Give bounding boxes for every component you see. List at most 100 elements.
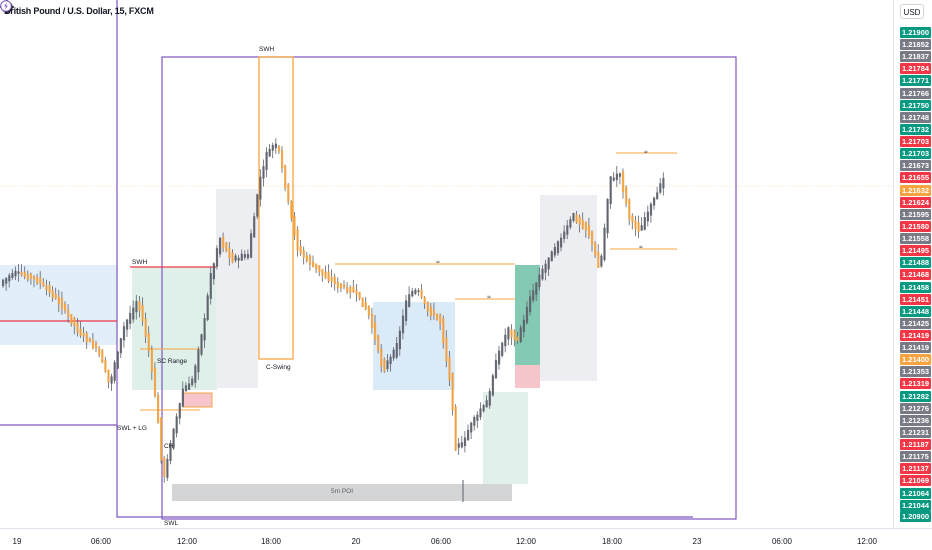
price-label: 1.21673 — [900, 160, 931, 172]
candle-body — [491, 375, 494, 396]
candle-body — [33, 275, 36, 280]
candle-body — [253, 216, 256, 238]
time-label: 18:00 — [260, 537, 282, 546]
candle-body — [612, 177, 615, 181]
price-label: 1.21175 — [900, 451, 931, 463]
swh-left-label: SWH — [132, 259, 148, 266]
candle-body — [358, 292, 361, 299]
candle-body — [73, 317, 76, 327]
price-label: 1.21468 — [900, 269, 931, 281]
candle-body — [659, 183, 662, 193]
symbol-title[interactable]: British Pound / U.S. Dollar, 15, FXCM — [4, 6, 154, 16]
candle-body — [439, 315, 442, 324]
candle-body — [488, 390, 491, 406]
candle-body — [544, 263, 547, 273]
liquidity-mark-4: ≈ — [639, 244, 643, 251]
candle-body — [23, 271, 26, 277]
candle-body — [529, 296, 532, 313]
candle-body — [315, 263, 318, 270]
price-label: 1.21703 — [900, 148, 931, 160]
price-label: 1.21353 — [900, 366, 931, 378]
candle-body — [429, 306, 432, 317]
candle-body — [336, 281, 339, 289]
candle-body — [104, 360, 107, 372]
bear-ob-zone — [515, 365, 540, 388]
time-label: 18:00 — [601, 537, 623, 546]
candle-body — [281, 150, 284, 169]
sc-range-label: SC Range — [157, 358, 187, 365]
time-label: 20 — [351, 537, 361, 546]
candle-body — [507, 327, 510, 340]
candle-body — [516, 336, 519, 342]
candle-body — [383, 359, 386, 372]
candle-body — [556, 241, 560, 254]
price-label: 1.21488 — [900, 257, 931, 269]
candle-body — [569, 219, 572, 228]
candle-body — [553, 247, 556, 256]
candle-body — [240, 253, 243, 261]
candle-body — [485, 400, 488, 408]
chart-pane[interactable]: British Pound / U.S. Dollar, 15, FXCM SW… — [0, 0, 893, 528]
candle-body — [640, 225, 643, 231]
candle-body — [79, 328, 82, 336]
candle-body — [153, 367, 157, 397]
candle-body — [51, 289, 54, 299]
candle-body — [380, 348, 383, 367]
price-label: 1.21187 — [900, 439, 931, 451]
candle-body — [414, 289, 417, 294]
candle-body — [401, 315, 405, 334]
price-label: 1.21766 — [900, 87, 931, 99]
candle-body — [324, 271, 327, 279]
candle-body — [231, 252, 234, 263]
candle-body — [504, 334, 507, 347]
candle-body — [45, 285, 48, 291]
candle-body — [243, 254, 246, 258]
candle-body — [498, 350, 501, 365]
candle-body — [615, 173, 618, 181]
choch-label: CH — [164, 443, 174, 450]
candle-body — [299, 246, 302, 254]
candle-body — [234, 255, 237, 261]
candle-body — [525, 306, 529, 324]
candle-body — [209, 273, 212, 299]
candle-body — [2, 279, 5, 286]
candle-body — [178, 403, 181, 419]
candle-body — [95, 343, 98, 349]
candle-body — [473, 416, 476, 426]
candle-body — [457, 443, 460, 448]
candle-body — [519, 327, 522, 342]
candle-body — [470, 422, 473, 433]
candle-body — [296, 228, 299, 251]
candle-body — [126, 319, 129, 330]
candle-body — [432, 309, 436, 316]
candle-body — [442, 318, 445, 344]
candle-body — [649, 203, 653, 216]
price-label: 1.21458 — [900, 281, 931, 293]
time-axis[interactable]: 19 06:00 12:00 18:00 20 06:00 12:00 18:00 23 06:0… — [0, 528, 932, 550]
time-label: 23 — [692, 537, 702, 546]
candle-body — [448, 356, 451, 381]
bolt-icon[interactable] — [0, 0, 12, 12]
candle-body — [219, 237, 222, 255]
c-swing-label: C-Swing — [266, 364, 291, 371]
candle-body — [494, 360, 498, 379]
candle-body — [656, 192, 659, 200]
candle-body — [482, 405, 485, 412]
candle-body — [625, 187, 628, 204]
candle-body — [361, 297, 364, 307]
candle-body — [333, 276, 336, 285]
candle-body — [581, 219, 584, 229]
candle-body — [11, 273, 14, 278]
price-label: 1.21419 — [900, 330, 931, 341]
candle-body — [594, 242, 597, 256]
candle-body — [194, 365, 197, 383]
candle-body — [39, 277, 42, 284]
chart-canvas[interactable] — [0, 0, 893, 528]
candle-body — [591, 231, 594, 245]
currency-button[interactable]: USD — [900, 4, 924, 19]
time-label: 12:00 — [515, 537, 537, 546]
price-label: 1.21784 — [900, 63, 931, 75]
candle-body — [563, 231, 566, 239]
candle-body — [82, 332, 85, 337]
candle-body — [259, 176, 262, 200]
